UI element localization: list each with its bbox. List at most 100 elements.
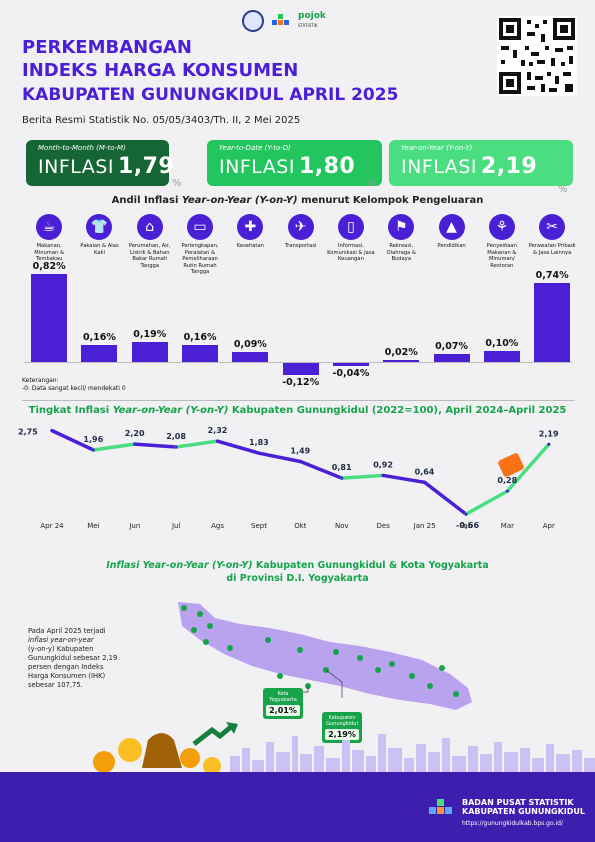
category-label: Transportasi — [284, 243, 317, 249]
trend-point — [216, 439, 220, 443]
trend-point — [547, 442, 551, 446]
andil-baseline — [24, 362, 572, 363]
trend-line-segment — [340, 473, 385, 480]
scissors-icon: ✂ — [539, 214, 566, 240]
andil-bar — [31, 274, 68, 362]
ministry-logo-icon — [242, 10, 264, 32]
andil-note: Keterangan: -0: Data sangat kecil/ mende… — [22, 377, 126, 393]
footer-bar — [0, 772, 595, 842]
andil-bar-value: 0,16% — [82, 331, 116, 343]
skyline-icon — [230, 734, 595, 772]
andil-bar-value: 0,02% — [384, 346, 418, 358]
trend-title-italic: Year-on-Year (Y-on-Y) — [112, 405, 229, 416]
map-para-7: sebesar 107,75. — [28, 681, 83, 689]
restaurant-icon: ⚘ — [488, 214, 515, 240]
pojok-label: pojok — [298, 11, 326, 21]
trend-value-label: -0,66 — [456, 521, 479, 530]
andil-bar-value: 0,19% — [133, 328, 167, 340]
category-label: Perumahan, Air, Listrik & Bahan Bakar Ru… — [128, 243, 171, 269]
card-mtm-word: INFLASI — [38, 156, 114, 178]
sofa-icon: ▭ — [187, 214, 214, 240]
brs-subline: Berita Resmi Statistik No. 05/05/3403/Th… — [22, 115, 301, 126]
bps-logo-icon — [272, 14, 289, 25]
andil-title: Andil Inflasi Year-on-Year (Y-on-Y) menu… — [0, 195, 595, 206]
title-line-3: KABUPATEN GUNUNGKIDUL APRIL 2025 — [22, 85, 399, 105]
trend-point — [257, 451, 261, 455]
tag-gk-value: 2,19% — [325, 729, 359, 740]
bps-footer-logo-icon — [429, 799, 452, 814]
andil-bar — [332, 362, 369, 367]
map-title-post: Kabupaten Gunungkidul & Kota Yogyakarta — [252, 560, 489, 571]
card-yoy-value: 2,19 — [480, 154, 538, 179]
trend-point — [133, 442, 137, 446]
andil-note-line2: -0: Data sangat kecil/ mendekati 0 — [22, 385, 126, 392]
trend-value-label: 0,64 — [415, 467, 435, 476]
map-paragraph: Pada April 2025 terjadi inflasi year-on-… — [28, 627, 143, 690]
category-label: Rekreasi, Olahraga & Budaya — [386, 243, 416, 262]
map-para-5: persen dengan Indeks — [28, 663, 104, 671]
map-para-6: Harga Konsumen (IHK) — [28, 672, 106, 680]
andil-bar — [232, 352, 269, 362]
trend-value-label: 2,19 — [539, 429, 559, 438]
graduation-cap-icon: ▲ — [438, 214, 465, 240]
trend-point — [505, 489, 509, 493]
qr-code-icon[interactable] — [497, 16, 577, 96]
trend-point — [423, 480, 427, 484]
title-line-1: PERKEMBANGAN — [22, 37, 192, 58]
trend-title: Tingkat Inflasi Year-on-Year (Y-on-Y) Ka… — [0, 405, 595, 416]
trend-month-label: Jun — [128, 522, 140, 530]
trend-month-label: Apr 24 — [40, 522, 64, 530]
andil-title-italic: Year-on-Year (Y-on-Y) — [181, 195, 298, 206]
map-para-1: Pada April 2025 terjadi — [28, 627, 106, 635]
trend-point — [174, 445, 178, 449]
trend-line-segment — [91, 442, 137, 452]
runner-icon: ⚑ — [388, 214, 415, 240]
trend-line-segment — [257, 451, 303, 464]
andil-bar — [483, 351, 520, 362]
andil-bar-value: 0,09% — [233, 339, 267, 351]
category-label: Penyediaan Makanan & Minuman/ Restoran — [486, 243, 517, 269]
coins-illustration-icon — [93, 722, 238, 775]
tag-gunungkidul: Kabupaten Gunungkidul 2,19% — [322, 712, 362, 743]
category-label: Kesehatan — [236, 243, 264, 249]
pojok-statistik-logo: pojok STATISTIK — [298, 12, 326, 30]
phone-icon: ▯ — [337, 214, 364, 240]
category-label: Pendidikan — [437, 243, 466, 249]
footer-url-link[interactable]: https://gunungkidulkab.bps.go.id/ — [462, 820, 563, 827]
footer-line1: BADAN PUSAT STATISTIK — [462, 798, 574, 807]
card-ytd-word: INFLASI — [219, 156, 295, 178]
footer-agency: BADAN PUSAT STATISTIK KABUPATEN GUNUNGKI… — [462, 798, 585, 816]
trend-value-label: 0,92 — [373, 460, 393, 469]
trend-line-segment — [174, 439, 220, 449]
card-ytd-percent: % — [366, 178, 376, 189]
trend-line-segment — [422, 480, 468, 516]
andil-note-line1: Keterangan: — [22, 377, 59, 384]
trend-divider — [22, 400, 575, 401]
tag-kota-yogyakarta: Kota Yogyakarta 2,01% — [263, 688, 303, 719]
tag-gk-name: Kabupaten Gunungkidul — [326, 715, 358, 727]
trend-value-label: 0,81 — [332, 463, 352, 472]
tag-kota-name: Kota Yogyakarta — [269, 691, 297, 703]
card-mtm-caption: Month-to-Month (M-to-M) — [38, 144, 126, 152]
trend-month-label: Jan 25 — [413, 522, 436, 530]
andil-chart: ☕ Makanan, Minuman & Tembakau 0,82% 👕 Pakaia… — [0, 208, 595, 388]
trend-month-label: Mei — [87, 522, 99, 530]
trend-value-label: 2,75 — [18, 428, 38, 437]
food-icon: ☕ — [36, 214, 63, 240]
trend-month-label: Mar — [501, 522, 514, 530]
andil-title-post: menurut Kelompok Pengeluaran — [297, 195, 484, 206]
tag-kota-value: 2,01% — [266, 705, 300, 716]
airplane-icon: ✈ — [287, 214, 314, 240]
java-map-icon — [178, 602, 472, 710]
trend-month-label: Nov — [335, 522, 349, 530]
card-ytd-caption: Year-to-Date (Y-to-D) — [219, 144, 291, 152]
trend-value-label: 1,96 — [83, 435, 103, 444]
shirt-icon: 👕 — [86, 214, 113, 240]
andil-bar — [81, 344, 118, 362]
map-para-3: (y-on-y) Kabupaten — [28, 645, 94, 653]
trend-month-label: Sept — [251, 522, 267, 530]
title-line-2: INDEKS HARGA KONSUMEN — [22, 60, 299, 81]
card-mtm-percent: % — [172, 178, 182, 189]
trend-month-label: Ags — [211, 522, 224, 530]
pojok-sub-label: STATISTIK — [298, 23, 318, 28]
